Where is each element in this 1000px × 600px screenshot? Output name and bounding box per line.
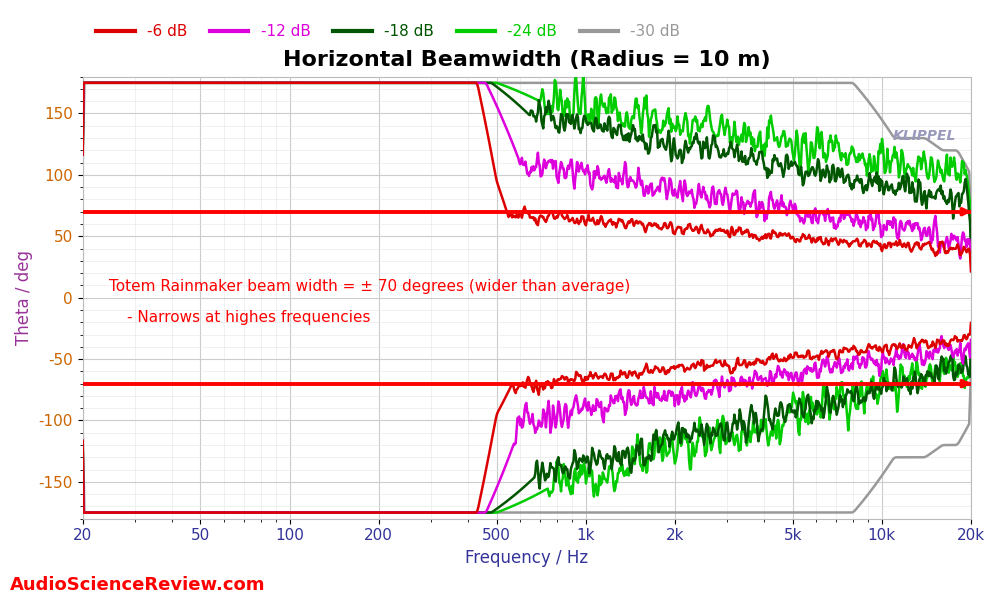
X-axis label: Frequency / Hz: Frequency / Hz [465,549,588,567]
Legend: -6 dB, -12 dB, -18 dB, -24 dB, -30 dB: -6 dB, -12 dB, -18 dB, -24 dB, -30 dB [90,18,686,45]
Title: Horizontal Beamwidth (Radius = 10 m): Horizontal Beamwidth (Radius = 10 m) [283,50,771,70]
Text: - Narrows at highes frequencies: - Narrows at highes frequencies [127,310,371,325]
Y-axis label: Theta / deg: Theta / deg [15,250,33,345]
Text: AudioScienceReview.com: AudioScienceReview.com [10,576,266,594]
Text: Totem Rainmaker beam width = ± 70 degrees (wider than average): Totem Rainmaker beam width = ± 70 degree… [109,279,631,294]
Text: KLIPPEL: KLIPPEL [892,130,956,143]
